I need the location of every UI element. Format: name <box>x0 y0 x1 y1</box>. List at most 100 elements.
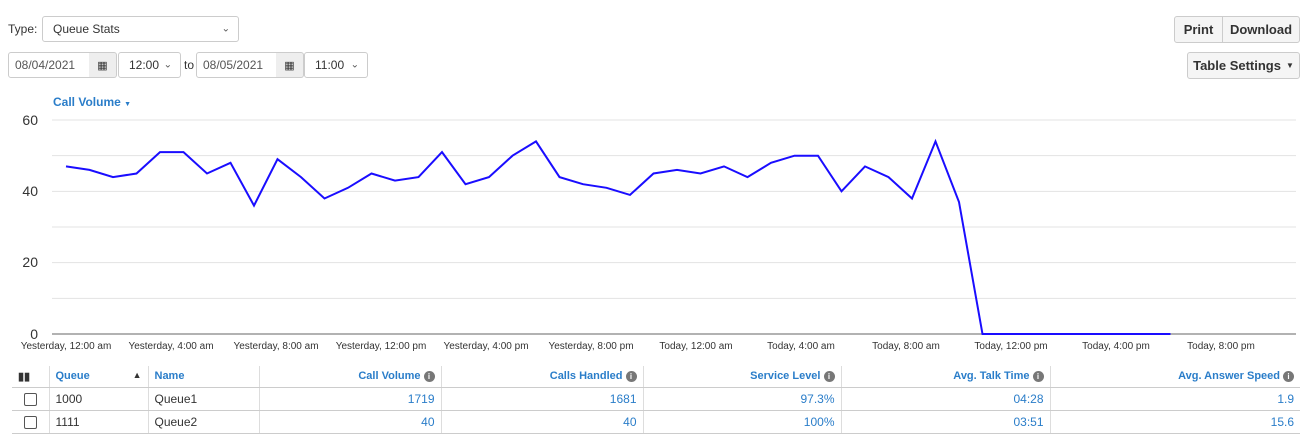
start-time-select[interactable]: 12:00 ⌄ <box>118 52 181 78</box>
data-point[interactable] <box>816 154 820 158</box>
data-point[interactable] <box>863 164 867 168</box>
cell-call-volume[interactable]: 1719 <box>258 387 441 411</box>
data-point[interactable] <box>1122 332 1126 336</box>
chart-title[interactable]: Call Volume ▼ <box>53 95 132 109</box>
row-checkbox[interactable] <box>12 387 49 411</box>
print-button[interactable]: Print <box>1174 16 1223 43</box>
column-header-name[interactable]: Name <box>147 366 259 388</box>
column-header-avg-talk-time[interactable]: Avg. Talk Time i <box>840 366 1050 388</box>
data-point[interactable] <box>793 154 797 158</box>
calendar-icon[interactable]: ▦ <box>276 52 304 78</box>
data-point[interactable] <box>769 161 773 165</box>
calendar-icon[interactable]: ▦ <box>89 52 117 78</box>
info-icon: i <box>423 370 435 382</box>
info-icon: i <box>1283 370 1294 382</box>
data-point[interactable] <box>393 179 397 183</box>
cell-avg-answer-speed[interactable]: 1.9 <box>1049 387 1300 411</box>
chevron-down-icon: ⌄ <box>350 59 359 71</box>
data-point[interactable] <box>229 161 233 165</box>
data-point[interactable] <box>1051 332 1055 336</box>
data-point[interactable] <box>534 139 538 143</box>
data-point[interactable] <box>1145 332 1149 336</box>
data-point[interactable] <box>675 168 679 172</box>
x-tick-label: Yesterday, 4:00 pm <box>443 341 529 352</box>
column-header-calls-handled[interactable]: Calls Handled i <box>440 366 643 388</box>
y-tick: 20 <box>22 254 38 270</box>
data-point[interactable] <box>464 182 468 186</box>
column-header-call-volume[interactable]: Call Volume i <box>258 366 441 388</box>
data-point[interactable] <box>957 200 961 204</box>
data-point[interactable] <box>511 154 515 158</box>
data-point[interactable] <box>276 157 280 161</box>
chevron-down-icon: ⌄ <box>163 59 172 71</box>
column-header-queue[interactable]: Queue ▲ <box>48 366 148 388</box>
data-point[interactable] <box>1028 332 1032 336</box>
data-point[interactable] <box>981 332 985 336</box>
data-point[interactable] <box>887 175 891 179</box>
cell-service-level[interactable]: 97.3% <box>642 387 841 411</box>
data-point[interactable] <box>1004 332 1008 336</box>
data-point[interactable] <box>1098 332 1102 336</box>
cell-service-level[interactable]: 100% <box>642 410 841 434</box>
download-button[interactable]: Download <box>1222 16 1300 43</box>
type-select[interactable]: Queue Stats ⌄ <box>42 16 239 42</box>
data-point[interactable] <box>440 150 444 154</box>
data-point[interactable] <box>182 150 186 154</box>
end-time-select[interactable]: 11:00 ⌄ <box>304 52 368 78</box>
data-point[interactable] <box>1169 332 1173 336</box>
checkbox-icon <box>23 392 37 406</box>
data-point[interactable] <box>746 175 750 179</box>
data-point[interactable] <box>135 172 139 176</box>
chart-toggle-icon[interactable]: ▮▮ <box>12 366 49 388</box>
info-icon: i <box>625 370 637 382</box>
y-tick: 0 <box>30 326 38 342</box>
cell-calls-handled[interactable]: 40 <box>440 410 643 434</box>
data-point[interactable] <box>111 175 115 179</box>
cell-avg-talk-time[interactable]: 04:28 <box>840 387 1050 411</box>
data-point[interactable] <box>370 172 374 176</box>
data-point[interactable] <box>252 204 256 208</box>
type-select-value: Queue Stats <box>53 22 120 36</box>
data-point[interactable] <box>581 182 585 186</box>
data-point[interactable] <box>840 189 844 193</box>
x-tick-label: Yesterday, 8:00 pm <box>548 341 634 352</box>
y-tick: 40 <box>22 183 38 199</box>
data-point[interactable] <box>934 139 938 143</box>
data-point[interactable] <box>299 175 303 179</box>
data-point[interactable] <box>417 175 421 179</box>
end-date-input[interactable]: 08/05/2021 <box>196 52 277 78</box>
row-checkbox[interactable] <box>12 410 49 434</box>
data-point[interactable] <box>346 186 350 190</box>
x-tick-label: Yesterday, 12:00 pm <box>335 341 427 352</box>
data-point[interactable] <box>605 186 609 190</box>
data-point[interactable] <box>158 150 162 154</box>
data-point[interactable] <box>628 193 632 197</box>
data-point[interactable] <box>652 172 656 176</box>
start-date-input[interactable]: 08/04/2021 <box>8 52 90 78</box>
x-tick-label: Yesterday, 12:00 am <box>20 341 112 352</box>
x-tick-label: Yesterday, 4:00 am <box>128 341 214 352</box>
data-point[interactable] <box>910 196 914 200</box>
cell-avg-answer-speed[interactable]: 15.6 <box>1049 410 1300 434</box>
column-header-avg-answer-speed[interactable]: Avg. Answer Speed i <box>1049 366 1300 388</box>
cell-calls-handled[interactable]: 1681 <box>440 387 643 411</box>
data-point[interactable] <box>558 175 562 179</box>
cell-name: Queue2 <box>147 410 259 434</box>
column-header-service-level[interactable]: Service Level i <box>642 366 841 388</box>
x-tick-label: Today, 12:00 am <box>659 341 733 352</box>
data-point[interactable] <box>205 172 209 176</box>
data-point[interactable] <box>88 168 92 172</box>
sort-asc-icon: ▲ <box>132 370 142 381</box>
data-point[interactable] <box>323 196 327 200</box>
data-point[interactable] <box>1075 332 1079 336</box>
x-tick-label: Today, 8:00 am <box>872 341 940 352</box>
queue-stats-table: ▮▮ Queue ▲ Name Call Volume i Calls Handl… <box>12 366 1300 434</box>
cell-avg-talk-time[interactable]: 03:51 <box>840 410 1050 434</box>
data-point[interactable] <box>722 164 726 168</box>
table-settings-button[interactable]: Table Settings ▼ <box>1187 52 1300 79</box>
data-point[interactable] <box>487 175 491 179</box>
data-point[interactable] <box>699 172 703 176</box>
data-point[interactable] <box>64 164 68 168</box>
cell-call-volume[interactable]: 40 <box>258 410 441 434</box>
type-label: Type: <box>8 22 38 36</box>
